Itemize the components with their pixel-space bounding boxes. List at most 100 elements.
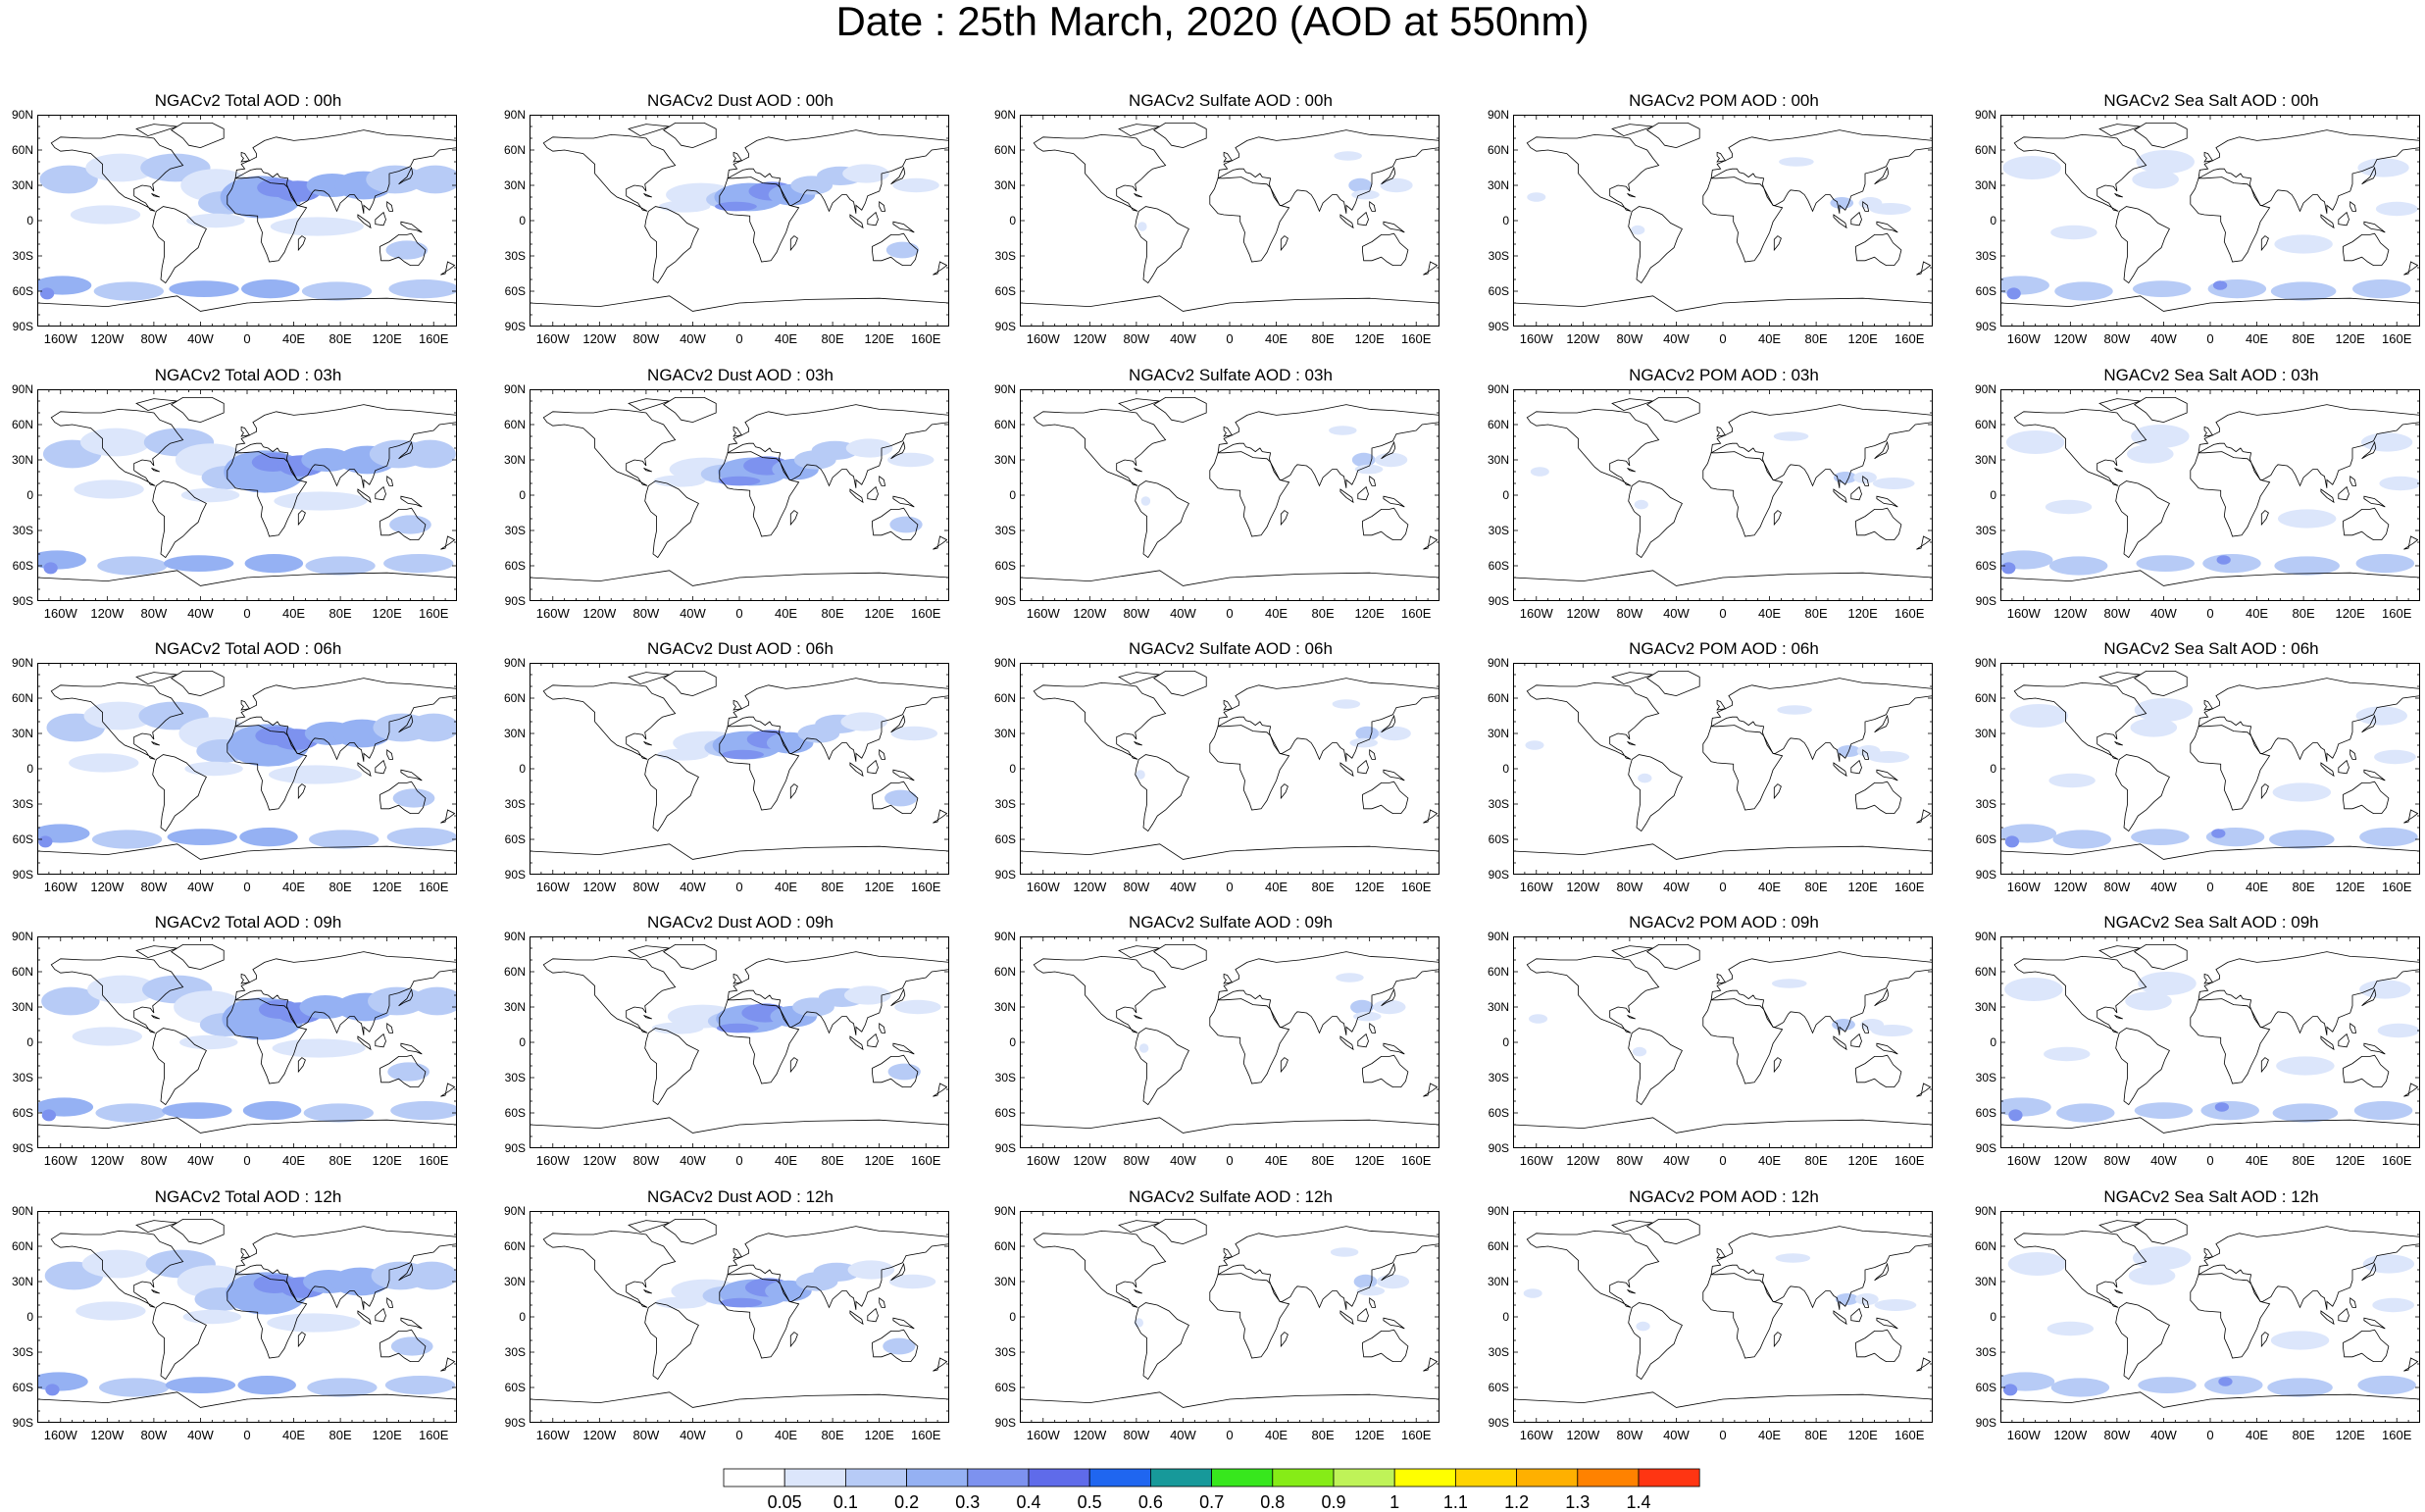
coastline <box>2114 1289 2123 1294</box>
aod-shading <box>2200 1101 2259 1121</box>
coastline <box>1118 672 1160 685</box>
map-panel-seasalt-3: NGACv2 Sea Salt AOD : 09h 90N 60N 30N 0 30S 60… <box>1975 913 2425 1193</box>
aod-shading <box>2136 555 2195 572</box>
aod-shading <box>1138 1043 1149 1053</box>
coastline <box>644 480 699 559</box>
coastline <box>37 570 457 601</box>
lon-label: 40E <box>1264 1153 1288 1168</box>
lon-label: 40W <box>680 880 706 894</box>
aod-shading <box>307 1378 378 1397</box>
coastline <box>879 1296 886 1308</box>
lat-label: 0 <box>519 1310 526 1324</box>
aod-shading <box>890 726 938 741</box>
coastline <box>727 678 949 762</box>
aod-shading <box>1779 157 1814 167</box>
coastline <box>1611 672 1653 685</box>
aod-shading <box>305 556 376 576</box>
aod-shading <box>2006 287 2021 300</box>
lon-label: 160E <box>1401 606 1432 621</box>
lon-label: 160E <box>911 1153 941 1168</box>
aod-shading <box>41 986 100 1016</box>
coastline <box>297 1057 306 1074</box>
coastline <box>1134 1015 1142 1020</box>
coastline <box>1876 769 1898 781</box>
lon-label: 40W <box>1170 606 1196 621</box>
lon-label: 80E <box>1804 606 1828 621</box>
coastline <box>849 1310 864 1326</box>
coastline <box>152 480 207 559</box>
coastline <box>1280 783 1288 800</box>
lat-label: 30N <box>1974 1000 1996 1014</box>
lat-label: 30N <box>1974 1275 1996 1288</box>
lon-label: 120W <box>90 880 125 894</box>
lon-label: 120E <box>372 880 402 894</box>
world-map <box>2000 936 2420 1148</box>
map-panel-total-1: NGACv2 Total AOD : 03h 90N 60N 30N 0 30S 60S 90… <box>12 366 498 646</box>
coastline <box>1773 783 1782 800</box>
coastline <box>719 451 800 537</box>
coastline <box>727 404 949 488</box>
colorbar-box <box>1638 1468 1700 1487</box>
lat-label: 90S <box>1488 594 1509 608</box>
coastline <box>2363 1317 2386 1330</box>
coastline <box>727 1226 949 1310</box>
lon-label: 40W <box>1170 1153 1196 1168</box>
lat-label: 30S <box>1975 1071 1996 1084</box>
coastline <box>234 129 457 214</box>
lat-label: 60N <box>1974 418 1996 431</box>
lat-label: 60S <box>12 1381 33 1394</box>
lat-label: 30N <box>503 178 526 192</box>
lat-label: 0 <box>26 488 33 502</box>
aod-shading <box>2216 555 2231 565</box>
coastline <box>1134 468 1142 473</box>
coastline <box>1611 945 1653 959</box>
lat-label: 60N <box>1487 418 1509 431</box>
lon-label: 40E <box>774 1153 798 1168</box>
coastline <box>890 714 906 733</box>
lat-label: 30S <box>504 524 526 537</box>
lat-label: 90N <box>1487 108 1509 122</box>
aod-shading <box>2134 1102 2194 1119</box>
lon-label: 40E <box>2245 1428 2269 1442</box>
coastline <box>1513 1117 1933 1148</box>
lat-label: 60S <box>1488 832 1509 846</box>
lon-label: 160E <box>911 880 941 894</box>
coastline <box>1118 945 1160 959</box>
aod-shading <box>1874 1299 1917 1311</box>
lon-label: 160E <box>2382 880 2412 894</box>
lat-label: 0 <box>26 214 33 227</box>
coastline <box>2320 1310 2335 1326</box>
lon-label: 120W <box>90 331 125 346</box>
coastline <box>1526 133 1660 212</box>
aod-shading <box>392 788 435 808</box>
colorbar-box <box>1211 1468 1274 1487</box>
world-map <box>530 1211 949 1423</box>
coastline <box>1513 1391 1933 1423</box>
aod-shading <box>2276 1056 2335 1076</box>
coastline <box>719 998 800 1084</box>
coastline <box>662 1218 717 1245</box>
coastline <box>1033 681 1167 760</box>
lat-label: 60S <box>504 284 526 298</box>
coastline <box>2363 1042 2386 1055</box>
coastline <box>733 973 743 984</box>
aod-shading <box>1375 452 1408 468</box>
aod-shading <box>2138 972 2197 995</box>
colorbar-tick-label: 1.4 <box>1626 1492 1651 1512</box>
aod-shading <box>79 428 151 457</box>
lon-label: 0 <box>735 606 743 621</box>
coastline <box>1702 1273 1784 1359</box>
page-title: Date : 25th March, 2020 (AOD at 550nm) <box>835 0 1590 44</box>
aod-shading <box>1832 1019 1855 1031</box>
aod-shading <box>239 828 298 847</box>
map-frame <box>1513 936 1933 1148</box>
aod-shading <box>2132 280 2192 297</box>
lat-label: 60N <box>1487 143 1509 157</box>
coastline <box>1339 214 1354 229</box>
coastline <box>2343 1054 2390 1088</box>
lat-label: 30N <box>993 727 1016 740</box>
aod-shading <box>390 1101 457 1121</box>
lat-label: 30S <box>994 1071 1016 1084</box>
coastline <box>1833 1310 1847 1326</box>
colorbar-tick-label: 0.7 <box>1199 1492 1225 1512</box>
